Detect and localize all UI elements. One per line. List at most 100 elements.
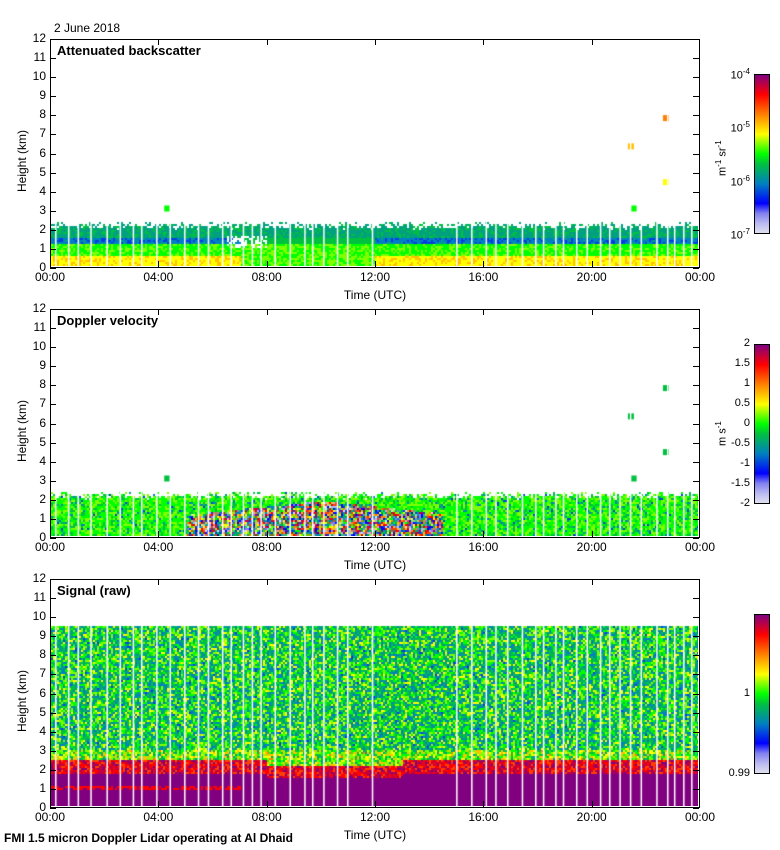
- y-tick-mark: [50, 347, 56, 349]
- y-tick-label: 4: [39, 453, 46, 468]
- y-tick-label: 8: [39, 647, 46, 662]
- y-tick-label: 3: [39, 472, 46, 487]
- y-tick-mark: [50, 442, 56, 444]
- y-tick-mark: [50, 39, 56, 40]
- x-tick-mark: [266, 309, 268, 315]
- x-tick-mark: [483, 579, 485, 585]
- heatmap-field: [51, 310, 698, 536]
- y-tick-mark: [50, 96, 56, 98]
- y-tick-mark: [693, 636, 699, 638]
- y-tick-label: 0: [39, 800, 46, 814]
- y-tick-mark: [50, 172, 56, 174]
- y-tick-mark: [693, 538, 699, 539]
- y-tick-mark: [50, 731, 56, 733]
- x-tick-mark: [483, 39, 485, 45]
- y-tick-mark: [693, 77, 699, 79]
- x-tick-label: 20:00: [576, 270, 607, 284]
- y-tick-mark: [50, 788, 56, 790]
- tick-base: 10: [730, 69, 743, 82]
- x-tick-mark: [483, 309, 485, 315]
- y-tick-mark: [693, 712, 699, 714]
- y-tick-mark: [50, 598, 56, 600]
- x-tick-label: 04:00: [143, 540, 174, 554]
- y-tick-label: 7: [39, 396, 46, 411]
- y-tick-mark: [693, 134, 699, 136]
- plot-area: [50, 309, 700, 538]
- y-tick-mark: [50, 58, 56, 60]
- y-tick-mark: [50, 579, 56, 580]
- colorbar-tick-label: 1: [743, 687, 750, 699]
- x-tick-label: 20:00: [576, 540, 607, 554]
- x-tick-mark: [266, 261, 268, 267]
- y-tick-mark: [693, 808, 699, 809]
- colorbar-tick-label: 10-6: [700, 174, 750, 189]
- colorbar-tick-label: -1: [740, 457, 750, 469]
- y-tick-mark: [50, 268, 56, 269]
- y-tick-mark: [693, 461, 699, 463]
- x-tick-label: 00:00: [34, 540, 66, 554]
- y-tick-mark: [693, 518, 699, 520]
- y-tick-mark: [50, 115, 56, 117]
- tick-exponent: -7: [742, 227, 750, 236]
- y-tick-mark: [50, 134, 56, 136]
- y-tick-label: 0: [39, 530, 46, 544]
- y-tick-label: 7: [39, 126, 46, 141]
- x-tick-label: 08:00: [251, 540, 282, 554]
- y-tick-label: 9: [39, 88, 46, 103]
- y-tick-label: 4: [39, 183, 46, 198]
- y-tick-label: 12: [32, 301, 46, 315]
- y-tick-mark: [50, 461, 56, 463]
- x-tick-mark: [375, 579, 376, 585]
- y-tick-mark: [693, 366, 699, 368]
- colorbar: [754, 74, 770, 234]
- x-tick-label: 00:00: [684, 540, 716, 554]
- y-tick-mark: [693, 328, 699, 330]
- y-tick-mark: [693, 442, 699, 444]
- y-tick-mark: [693, 598, 699, 600]
- y-tick-label: 11: [33, 50, 46, 65]
- x-axis-label: Time (UTC): [343, 828, 407, 842]
- heatmap-field: [51, 40, 698, 266]
- y-tick-label: 8: [39, 377, 46, 392]
- y-tick-mark: [50, 404, 56, 406]
- colorbar-tick-label: 10-5: [700, 120, 750, 135]
- colorbar: [754, 344, 770, 504]
- x-tick-label: 00:00: [684, 810, 716, 824]
- y-tick-mark: [50, 328, 56, 330]
- y-tick-mark: [50, 636, 56, 638]
- colorbar-tick-label: -0.5: [731, 437, 750, 449]
- x-tick-label: 12:00: [359, 540, 391, 554]
- y-tick-mark: [50, 191, 56, 193]
- y-tick-mark: [693, 731, 699, 733]
- date-label: 2 June 2018: [54, 21, 121, 35]
- y-tick-label: 2: [39, 491, 46, 506]
- x-tick-label: 08:00: [251, 270, 282, 284]
- y-tick-mark: [693, 172, 699, 174]
- y-axis-label: Height (km): [15, 399, 29, 462]
- y-tick-label: 5: [39, 704, 46, 719]
- x-tick-label: 00:00: [34, 270, 66, 284]
- x-tick-mark: [375, 309, 376, 315]
- y-tick-mark: [693, 750, 699, 752]
- y-tick-label: 0: [39, 260, 46, 274]
- y-tick-mark: [50, 750, 56, 752]
- heatmap-field: [51, 580, 698, 806]
- y-tick-label: 3: [39, 742, 46, 757]
- x-tick-mark: [483, 261, 485, 267]
- y-tick-label: 1: [39, 240, 46, 255]
- y-tick-mark: [693, 769, 699, 771]
- y-tick-label: 2: [39, 761, 46, 776]
- y-tick-mark: [693, 96, 699, 98]
- y-tick-mark: [50, 617, 56, 619]
- y-tick-mark: [50, 229, 56, 231]
- x-tick-mark: [591, 579, 593, 585]
- y-tick-label: 6: [39, 415, 46, 430]
- x-tick-label: 00:00: [684, 270, 716, 284]
- tick-base: 10: [730, 122, 743, 135]
- y-tick-mark: [50, 693, 56, 695]
- y-tick-label: 6: [39, 145, 46, 160]
- x-tick-label: 16:00: [468, 270, 499, 284]
- y-tick-label: 5: [39, 434, 46, 449]
- chart-panel-2: Doppler velocity 0 1 2 3 4 5 6 7 8 9 10 11 12 00:00 04:…: [0, 0, 780, 572]
